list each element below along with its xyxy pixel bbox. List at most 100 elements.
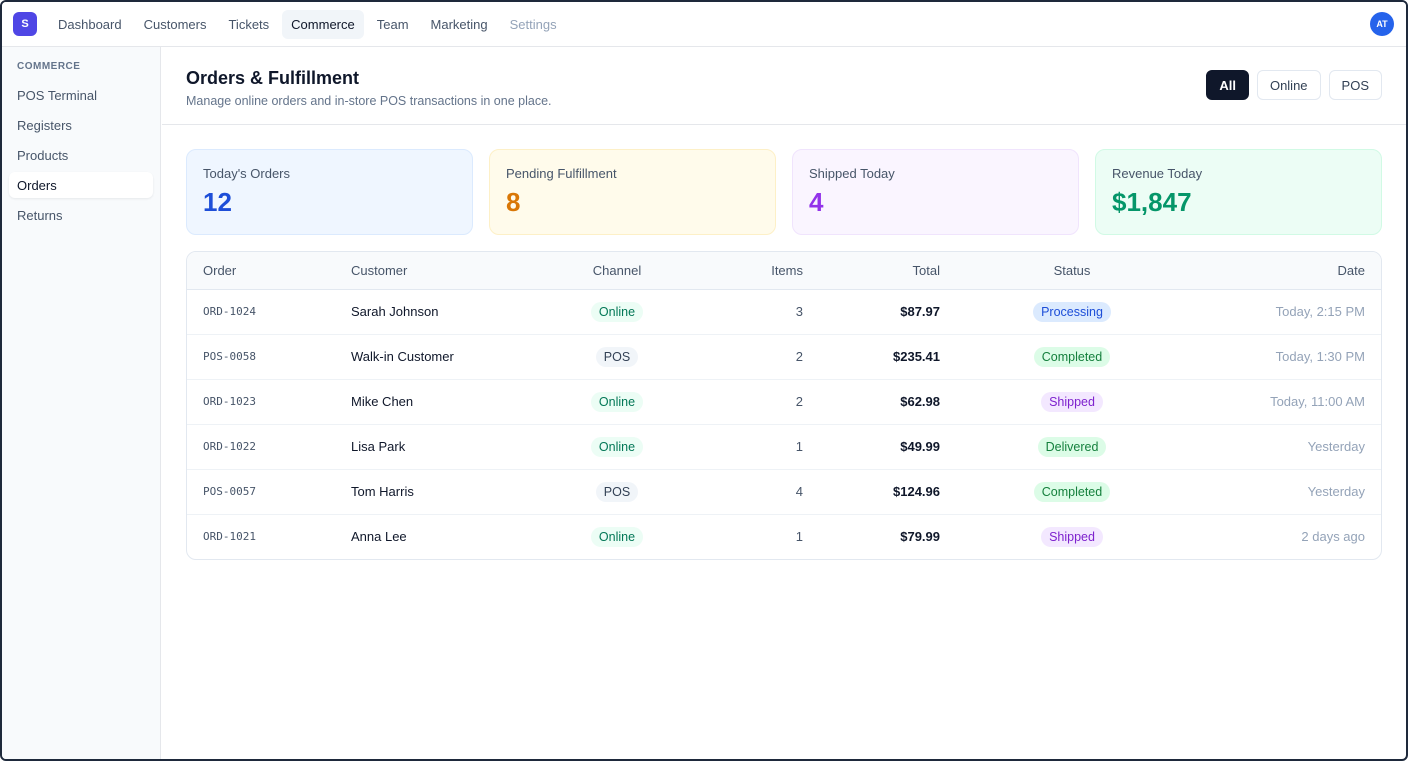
status-badge: Shipped	[1041, 526, 1103, 547]
channel-cell: Online	[555, 379, 679, 425]
date-cell: Today, 1:30 PM	[1188, 334, 1381, 380]
channel-cell: Online	[555, 424, 679, 470]
page-subtitle: Manage online orders and in-store POS tr…	[186, 94, 552, 108]
order-id-cell[interactable]: ORD-1022	[187, 424, 335, 470]
items-cell: 2	[679, 379, 819, 425]
customer-cell: Tom Harris	[335, 469, 555, 515]
sidebar-item-returns[interactable]: Returns	[17, 208, 63, 223]
customer-cell: Anna Lee	[351, 529, 407, 545]
status-badge: Shipped	[1041, 391, 1103, 412]
customer-cell: Sarah Johnson	[335, 289, 555, 335]
orders-table: Order Customer Channel Items Total Statu…	[187, 252, 1381, 559]
date-cell: 2 days ago	[1301, 529, 1365, 545]
sidebar: COMMERCE POS Terminal Registers Products…	[2, 47, 161, 759]
stat-label: Revenue Today	[1112, 166, 1203, 181]
status-badge: Processing	[1033, 301, 1111, 322]
filter-pos-button[interactable]: POS	[1328, 70, 1382, 100]
channel-badge: Online	[590, 391, 644, 412]
nav-marketing[interactable]: Marketing	[430, 16, 488, 32]
sidebar-item-registers[interactable]: Registers	[17, 118, 72, 133]
table-row[interactable]: ORD-1021 Anna Lee Online 1 $79.99 Shipped 2 da…	[187, 514, 1381, 559]
stat-card-pending-fulfillment: Pending Fulfillment 8	[489, 149, 776, 235]
channel-cell: Online	[555, 514, 679, 559]
date-cell: Yesterday	[1188, 469, 1381, 515]
orders-table-container: Order Customer Channel Items Total Statu…	[186, 251, 1382, 560]
nav-customers[interactable]: Customers	[143, 16, 207, 32]
items-cell: 1	[795, 529, 803, 545]
filter-online-button[interactable]: Online	[1256, 70, 1321, 100]
stat-label: Pending Fulfillment	[506, 166, 617, 181]
table-row[interactable]: POS-0057 Tom Harris POS 4 $124.96 Completed Ye…	[187, 469, 1381, 515]
sidebar-item-pos-terminal[interactable]: POS Terminal	[17, 88, 97, 103]
order-id-cell[interactable]: ORD-1021	[203, 530, 256, 544]
order-id-cell[interactable]: ORD-1024	[187, 289, 335, 335]
column-header-status[interactable]: Status	[956, 252, 1188, 290]
total-cell: $79.99	[900, 529, 940, 545]
column-header-order[interactable]: Order	[187, 252, 335, 290]
table-row[interactable]: POS-0058 Walk-in Customer POS 2 $235.41 Compl…	[187, 334, 1381, 380]
order-id-cell[interactable]: ORD-1023	[187, 379, 335, 425]
nav-dashboard[interactable]: Dashboard	[58, 16, 122, 32]
nav-team[interactable]: Team	[376, 16, 409, 32]
app-logo[interactable]: S	[13, 12, 37, 36]
nav-tickets[interactable]: Tickets	[228, 16, 270, 32]
channel-cell: POS	[555, 334, 679, 380]
date-cell: Yesterday	[1188, 424, 1381, 470]
stat-card-revenue-today: Revenue Today $1,847	[1095, 149, 1382, 235]
status-cell: Shipped	[956, 379, 1188, 425]
order-id-cell[interactable]: POS-0058	[187, 334, 335, 380]
stat-label: Today's Orders	[203, 166, 291, 181]
status-badge: Completed	[1033, 481, 1111, 502]
main-content: Orders & Fulfillment Manage online order…	[162, 47, 1406, 759]
total-cell: $87.97	[819, 289, 956, 335]
sidebar-item-orders[interactable]: Orders	[9, 172, 153, 198]
column-header-customer[interactable]: Customer	[335, 252, 555, 290]
items-cell: 4	[679, 469, 819, 515]
filter-all-button[interactable]: All	[1206, 70, 1249, 100]
channel-badge: Online	[590, 436, 644, 457]
status-badge: Completed	[1033, 346, 1111, 367]
table-row[interactable]: ORD-1022 Lisa Park Online 1 $49.99 Delivered Y…	[187, 424, 1381, 470]
page-header: Orders & Fulfillment Manage online order…	[162, 47, 1406, 125]
customer-cell: Mike Chen	[335, 379, 555, 425]
column-header-channel[interactable]: Channel	[555, 252, 679, 290]
stat-value: 4	[809, 187, 824, 217]
column-header-total[interactable]: Total	[819, 252, 956, 290]
table-row[interactable]: ORD-1023 Mike Chen Online 2 $62.98 Shipped Tod…	[187, 379, 1381, 425]
status-cell: Processing	[956, 289, 1188, 335]
channel-cell: POS	[555, 469, 679, 515]
nav-commerce[interactable]: Commerce	[282, 9, 364, 39]
status-cell: Shipped	[956, 514, 1188, 559]
items-cell: 1	[679, 424, 819, 470]
customer-cell: Walk-in Customer	[335, 334, 555, 380]
column-header-items[interactable]: Items	[679, 252, 819, 290]
total-cell: $49.99	[819, 424, 956, 470]
channel-badge: Online	[590, 301, 644, 322]
total-cell: $62.98	[819, 379, 956, 425]
stat-value: $1,847	[1112, 187, 1192, 217]
total-cell: $235.41	[819, 334, 956, 380]
column-header-date[interactable]: Date	[1188, 252, 1381, 290]
sidebar-item-products[interactable]: Products	[17, 148, 69, 163]
page-title: Orders & Fulfillment	[186, 68, 360, 88]
items-cell: 2	[679, 334, 819, 380]
channel-cell: Online	[555, 289, 679, 335]
items-cell: 3	[679, 289, 819, 335]
stat-cards: Today's Orders 12 Pending Fulfillment 8 …	[186, 149, 1382, 235]
customer-cell: Lisa Park	[335, 424, 555, 470]
status-badge: Delivered	[1037, 436, 1107, 457]
nav-settings[interactable]: Settings	[509, 16, 557, 32]
table-row[interactable]: ORD-1024 Sarah Johnson Online 3 $87.97 Proces…	[187, 289, 1381, 335]
total-cell: $124.96	[819, 469, 956, 515]
channel-badge: Online	[590, 526, 644, 547]
order-id-cell[interactable]: POS-0057	[187, 469, 335, 515]
user-avatar[interactable]: AT	[1370, 12, 1394, 36]
date-cell: Today, 11:00 AM	[1188, 379, 1381, 425]
status-cell: Delivered	[956, 424, 1188, 470]
stat-card-todays-orders: Today's Orders 12	[186, 149, 473, 235]
table-header-row: Order Customer Channel Items Total Statu…	[187, 252, 1381, 290]
status-cell: Completed	[956, 469, 1188, 515]
channel-badge: POS	[595, 481, 639, 502]
stat-value: 12	[203, 187, 232, 217]
